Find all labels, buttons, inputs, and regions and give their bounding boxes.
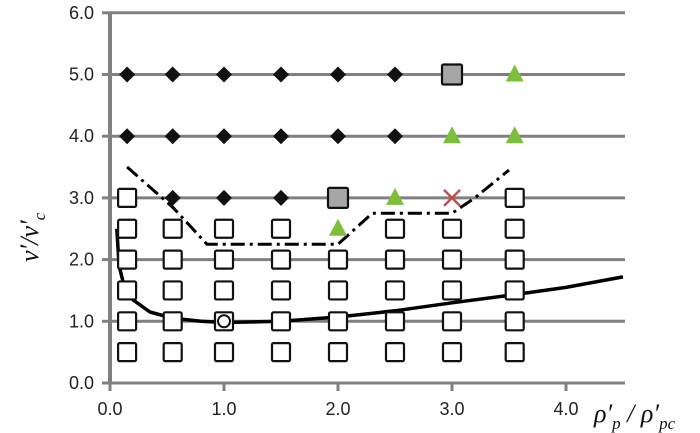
curves bbox=[115, 165, 624, 325]
diamond-marker bbox=[164, 189, 181, 206]
open-square-marker bbox=[504, 342, 525, 363]
y-tick-label: 6.0 bbox=[69, 3, 94, 23]
diamond-marker bbox=[330, 66, 346, 83]
open-square-marker bbox=[384, 280, 406, 301]
open-square-marker bbox=[384, 218, 406, 239]
y-tick-label: 0.0 bbox=[69, 373, 94, 393]
y-tick-label: 3.0 bbox=[69, 188, 94, 208]
y-tick-label: 5.0 bbox=[69, 65, 94, 85]
open-square-marker bbox=[441, 311, 463, 332]
y-tick-label: 1.0 bbox=[69, 311, 94, 331]
y-tick-label: 2.0 bbox=[69, 250, 94, 270]
open-square-marker bbox=[270, 280, 292, 301]
diamond-marker bbox=[164, 128, 181, 145]
open-square-marker bbox=[116, 311, 138, 332]
open-square-marker bbox=[162, 342, 183, 363]
open-square-marker bbox=[441, 218, 463, 239]
open-square-marker bbox=[504, 218, 525, 239]
open-square-marker bbox=[162, 280, 183, 301]
triangle-marker bbox=[386, 187, 404, 205]
triangle-marker bbox=[443, 126, 461, 144]
boundary-curve bbox=[126, 165, 510, 246]
diamond-marker bbox=[164, 66, 181, 83]
open-square-marker bbox=[504, 280, 525, 301]
y-axis-title: v′/v′c bbox=[15, 212, 49, 262]
x-axis-title: ρ′p / ρ′pc bbox=[593, 399, 676, 433]
diamond-marker bbox=[273, 128, 289, 145]
open-square-marker bbox=[213, 342, 235, 363]
gray-square-marker bbox=[326, 186, 350, 209]
open-square-marker bbox=[213, 249, 235, 270]
open-square-marker bbox=[504, 311, 525, 332]
diamond-marker bbox=[119, 66, 136, 83]
open-square-marker bbox=[162, 311, 183, 332]
open-square-marker bbox=[441, 280, 463, 301]
open-square-marker bbox=[504, 249, 525, 270]
open-square-marker bbox=[213, 218, 235, 239]
open-square-marker bbox=[327, 342, 349, 363]
critical-curve bbox=[115, 228, 624, 325]
diamond-marker bbox=[387, 128, 403, 145]
y-tick-label: 4.0 bbox=[69, 126, 94, 146]
open-square-marker bbox=[384, 342, 406, 363]
gray-square-marker bbox=[440, 63, 464, 86]
open-square-marker bbox=[270, 311, 292, 332]
open-square-marker bbox=[116, 342, 138, 363]
open-square-marker bbox=[327, 249, 349, 270]
open-circle-marker bbox=[217, 314, 231, 329]
open-square-marker bbox=[441, 342, 463, 363]
diamond-marker bbox=[387, 66, 403, 83]
open-square-marker bbox=[384, 249, 406, 270]
open-square-marker bbox=[162, 249, 183, 270]
open-square-marker bbox=[116, 280, 138, 301]
x-tick-label: 0.0 bbox=[97, 399, 122, 419]
open-square-marker bbox=[116, 187, 138, 208]
open-square-marker bbox=[384, 311, 406, 332]
triangle-marker bbox=[329, 218, 347, 236]
axes bbox=[102, 11, 625, 391]
open-square-marker bbox=[327, 311, 349, 332]
x-tick-label: 4.0 bbox=[553, 399, 578, 419]
x-tick-label: 3.0 bbox=[439, 399, 464, 419]
open-square-marker bbox=[270, 342, 292, 363]
diamond-marker bbox=[273, 189, 289, 206]
x-tick-label: 1.0 bbox=[211, 399, 236, 419]
open-square-marker bbox=[116, 249, 138, 270]
x-tick-label: 2.0 bbox=[325, 399, 350, 419]
cross-marker bbox=[443, 189, 461, 207]
gridlines bbox=[110, 11, 625, 323]
diamond-marker bbox=[119, 128, 136, 145]
open-square-marker bbox=[162, 218, 183, 239]
open-square-marker bbox=[270, 249, 292, 270]
diamond-marker bbox=[330, 128, 346, 145]
tick-labels: 0.0 1.0 2.0 3.0 4.0 5.0 6.0 0.0 1.0 2.0 3.0 4.0 bbox=[69, 3, 579, 419]
open-square-marker bbox=[213, 280, 235, 301]
open-square-marker bbox=[504, 187, 525, 208]
triangle-marker bbox=[505, 126, 524, 144]
open-square-marker bbox=[441, 249, 463, 270]
open-square-marker bbox=[116, 218, 138, 239]
diamond-marker bbox=[216, 66, 232, 83]
diamond-marker bbox=[273, 66, 289, 83]
diamond-marker bbox=[216, 128, 232, 145]
triangle-marker bbox=[505, 64, 524, 82]
open-square-marker bbox=[327, 280, 349, 301]
diamond-marker bbox=[216, 189, 232, 206]
open-square-marker bbox=[270, 218, 292, 239]
data-points bbox=[116, 63, 525, 363]
